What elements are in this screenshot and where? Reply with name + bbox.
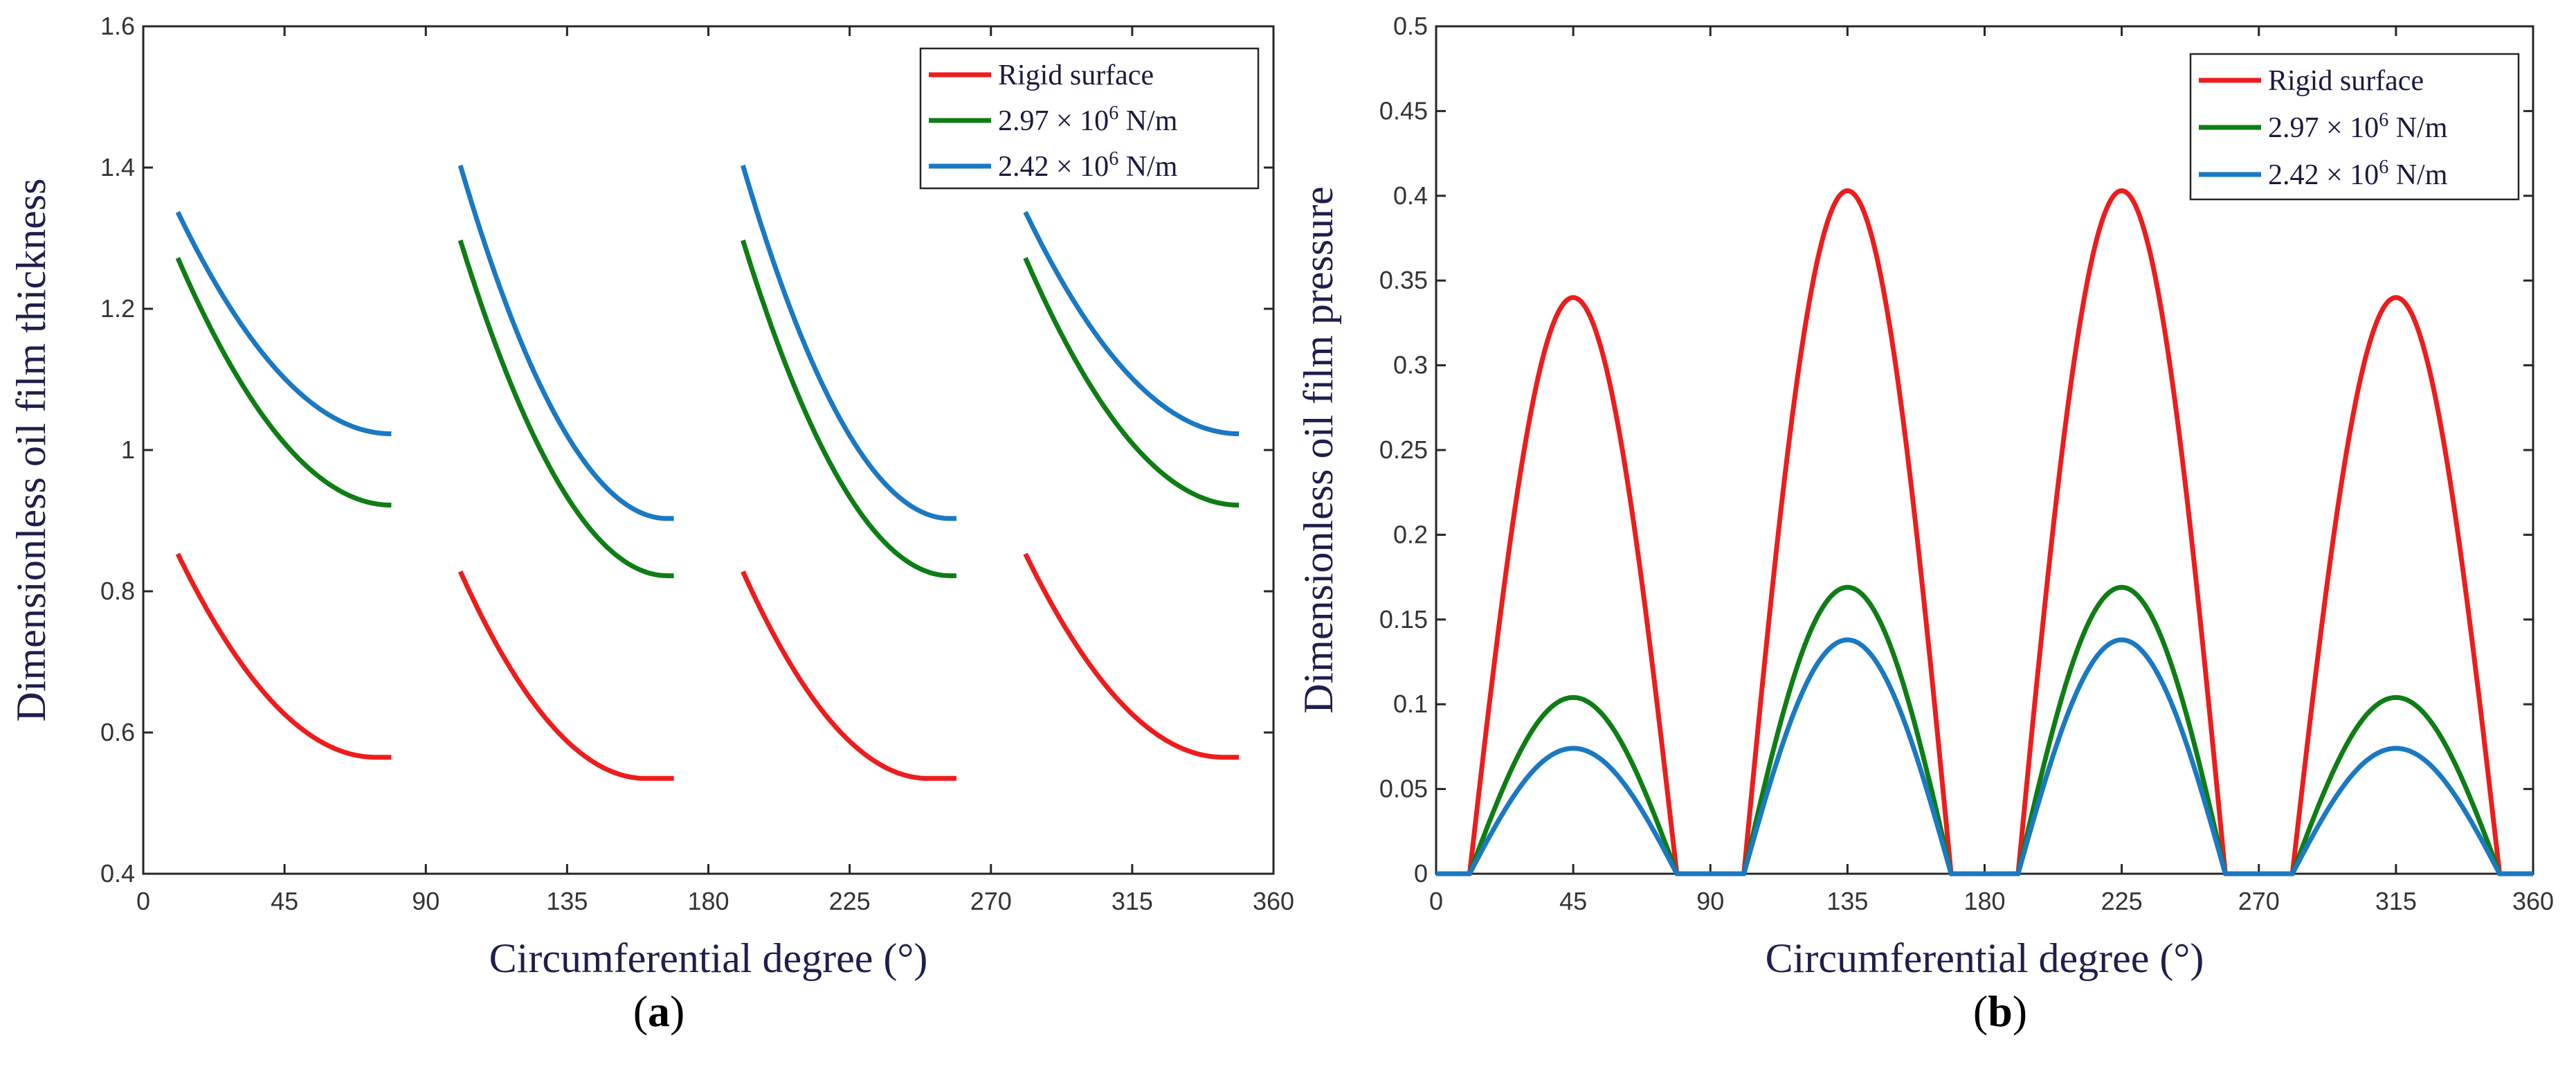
- series-line-segment: [741, 570, 958, 781]
- legend-entry: Rigid surface: [2268, 65, 2424, 97]
- series-line-segment: [457, 570, 675, 781]
- legend-entry: 2.97 × 106 N/m: [998, 102, 1178, 137]
- series-3: [1436, 637, 2533, 877]
- x-tick-label: 135: [546, 887, 588, 915]
- x-tick-label: 270: [970, 887, 1012, 915]
- x-axis-label: Circumferential degree (°): [489, 935, 928, 981]
- series-2: [1436, 584, 2533, 877]
- x-axis-label: Circumferential degree (°): [1766, 935, 2204, 981]
- legend-entry: 2.42 × 106 N/m: [998, 148, 1178, 183]
- y-tick-label: 0.8: [100, 577, 135, 605]
- y-tick-label: 0.45: [1379, 96, 1428, 125]
- series-line: [1436, 637, 2533, 877]
- series-line-segment: [741, 240, 958, 579]
- series-1: [1436, 188, 2533, 877]
- legend: Rigid surface 2.97 × 106 N/m 2.42 × 106 N/…: [919, 47, 1260, 190]
- y-tick-label: 0: [1414, 859, 1428, 888]
- x-tick-label: 225: [829, 887, 871, 915]
- x-tick-label: 225: [2101, 887, 2143, 915]
- legend-entry: 2.42 × 106 N/m: [2268, 156, 2448, 191]
- series-line: [1436, 584, 2533, 877]
- series-line-segment: [175, 257, 392, 508]
- panel-b: 0 45 90 135 180 225 270 315 360 0 0.05 0.1 0.15 0.2 0.…: [1296, 12, 2554, 1036]
- y-axis-label: Dimensionless oil film thickness: [8, 179, 54, 722]
- x-tick-label: 45: [1559, 887, 1587, 915]
- y-tick-label: 1.6: [100, 12, 135, 40]
- y-tick-label: 0.2: [1393, 520, 1428, 548]
- x-tick-label: 315: [2375, 887, 2417, 915]
- legend: Rigid surface 2.97 × 106 N/m 2.42 × 106 N/…: [2189, 53, 2520, 201]
- series-2: [175, 240, 1240, 579]
- x-tick-label: 360: [2512, 887, 2554, 915]
- series-line-segment: [1023, 553, 1240, 760]
- panel-label: (a): [633, 987, 685, 1036]
- x-tick-label: 270: [2238, 887, 2280, 915]
- y-tick-label: 1.4: [100, 153, 135, 181]
- y-tick-label: 0.5: [1393, 12, 1428, 40]
- x-tick-label: 0: [136, 887, 150, 915]
- x-tick-label: 135: [1826, 887, 1868, 915]
- series-line-segment: [457, 164, 675, 521]
- series-line-segment: [457, 240, 675, 579]
- y-tick-label: 0.3: [1393, 351, 1428, 379]
- panel-label: (b): [1973, 987, 2027, 1036]
- series-3: [175, 164, 1240, 521]
- y-tick-label: 1.2: [100, 294, 135, 323]
- series-line-segment: [741, 164, 958, 521]
- legend-entry: 2.97 × 106 N/m: [2268, 109, 2448, 144]
- series-line-segment: [175, 553, 392, 760]
- y-tick-label: 0.35: [1379, 266, 1428, 294]
- x-tick-label: 315: [1112, 887, 1153, 915]
- x-tick-label: 90: [412, 887, 439, 915]
- series-line-segment: [175, 210, 392, 436]
- y-tick-label: 0.4: [1393, 181, 1428, 210]
- series-line-segment: [1023, 257, 1240, 508]
- y-tick-label: 0.25: [1379, 435, 1428, 464]
- series-line: [1436, 188, 2533, 877]
- x-tick-label: 360: [1253, 887, 1294, 915]
- x-tick-label: 180: [1963, 887, 2005, 915]
- y-tick-label: 0.15: [1379, 605, 1428, 634]
- y-axis-label: Dimensionless oil film pressure: [1296, 186, 1341, 714]
- panel-a: 0 45 90 135 180 225 270 315 360 0.4 0.6 0.8 1 1.2 1.4 1…: [8, 12, 1294, 1036]
- x-tick-label: 0: [1429, 887, 1443, 915]
- series-1: [175, 553, 1240, 781]
- y-tick-label: 0.6: [100, 718, 135, 746]
- y-tick-label: 0.05: [1379, 775, 1428, 803]
- legend-entry: Rigid surface: [998, 60, 1154, 91]
- series-line-segment: [1023, 210, 1240, 436]
- y-tick-label: 1: [121, 435, 135, 464]
- x-tick-label: 90: [1696, 887, 1724, 915]
- y-tick-label: 0.1: [1393, 690, 1428, 718]
- x-tick-label: 180: [687, 887, 729, 915]
- x-tick-label: 45: [271, 887, 298, 915]
- y-tick-label: 0.4: [100, 859, 135, 888]
